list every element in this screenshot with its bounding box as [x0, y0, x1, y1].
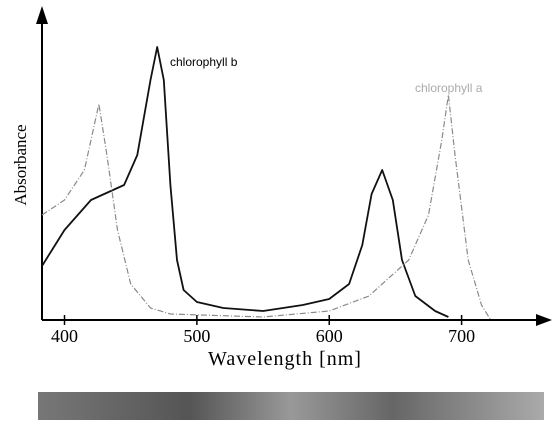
x-tick-label: 700: [448, 326, 475, 346]
series-label: chlorophyll a: [415, 81, 483, 95]
y-axis-arrow: [36, 6, 48, 24]
series-label: chlorophyll b: [170, 55, 238, 69]
x-tick-label: 500: [183, 326, 210, 346]
series-line: [41, 46, 449, 318]
x-axis-arrow: [536, 314, 552, 326]
x-axis-label: Wavelength [nm]: [208, 348, 362, 370]
x-tick-label: 400: [51, 326, 78, 346]
spectrum-strip: [38, 392, 544, 420]
series-line: [41, 94, 492, 321]
x-tick-label: 600: [316, 326, 343, 346]
y-axis-label: Absorbance: [11, 124, 30, 205]
